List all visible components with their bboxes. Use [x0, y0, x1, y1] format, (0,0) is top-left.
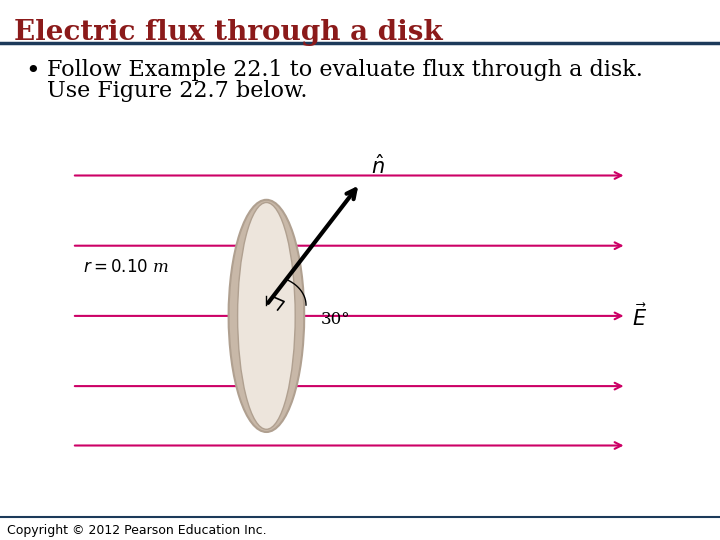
Text: Follow Example 22.1 to evaluate flux through a disk.: Follow Example 22.1 to evaluate flux thr…	[47, 59, 643, 82]
Text: Electric flux through a disk: Electric flux through a disk	[14, 19, 443, 46]
Text: $\hat{n}$: $\hat{n}$	[371, 154, 384, 178]
Text: Copyright © 2012 Pearson Education Inc.: Copyright © 2012 Pearson Education Inc.	[7, 524, 267, 537]
Text: •: •	[25, 59, 40, 83]
Text: 30°: 30°	[320, 310, 350, 327]
Text: $\vec{E}$: $\vec{E}$	[632, 303, 647, 330]
Text: Use Figure 22.7 below.: Use Figure 22.7 below.	[47, 80, 307, 102]
Ellipse shape	[238, 202, 295, 429]
Ellipse shape	[228, 200, 305, 432]
Text: $r = 0.10$ m: $r = 0.10$ m	[83, 259, 169, 276]
